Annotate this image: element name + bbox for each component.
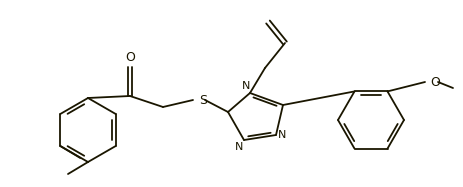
Text: S: S bbox=[199, 94, 207, 107]
Text: O: O bbox=[430, 76, 440, 88]
Text: O: O bbox=[125, 51, 135, 64]
Text: N: N bbox=[278, 130, 287, 140]
Text: N: N bbox=[242, 81, 250, 91]
Text: N: N bbox=[235, 142, 243, 152]
